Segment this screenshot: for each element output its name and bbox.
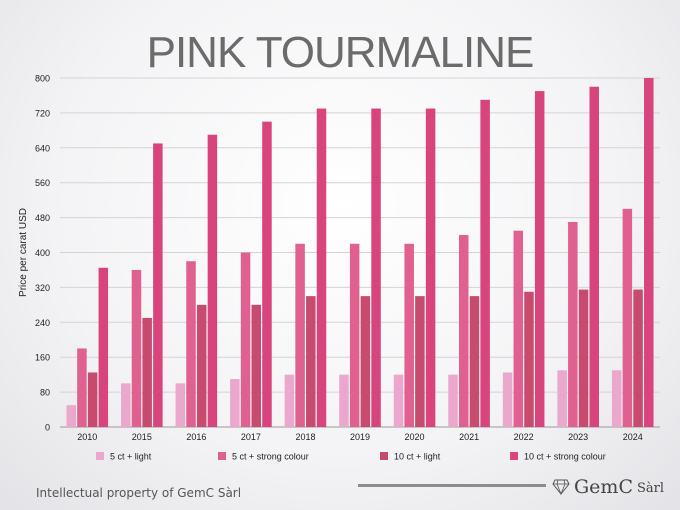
legend-label: 10 ct + strong colour <box>524 452 606 462</box>
bar <box>480 99 490 427</box>
x-tick-label: 2021 <box>459 432 479 442</box>
bar <box>295 243 305 427</box>
bar <box>534 91 545 428</box>
x-tick-label: 2017 <box>241 432 261 442</box>
footer-divider <box>358 484 546 487</box>
logo-name: GemC <box>574 476 633 498</box>
bar <box>87 372 98 427</box>
bar <box>262 121 272 427</box>
bar <box>578 289 589 427</box>
bar <box>98 267 109 427</box>
y-axis-label: Price per carat USD <box>18 208 29 297</box>
bar <box>131 269 142 427</box>
y-tick-label: 480 <box>35 213 50 223</box>
legend-swatch <box>510 452 518 460</box>
y-tick-label: 320 <box>35 283 50 293</box>
bar <box>142 317 152 427</box>
x-tick-label: 2015 <box>132 432 152 442</box>
bar <box>404 243 414 427</box>
bar <box>393 374 404 427</box>
bar <box>121 383 131 427</box>
legend-swatch <box>218 452 226 460</box>
bar <box>306 296 316 427</box>
x-tick-label: 2023 <box>568 432 588 442</box>
x-tick-label: 2016 <box>186 432 206 442</box>
logo-suffix: Sàrl <box>636 481 665 496</box>
bar <box>524 291 534 427</box>
y-tick-label: 160 <box>35 353 50 363</box>
bar <box>458 235 469 427</box>
bar <box>557 370 567 427</box>
x-tick-label: 2022 <box>514 432 534 442</box>
legend-label: 5 ct + strong colour <box>232 452 309 462</box>
y-tick-label: 240 <box>35 318 50 328</box>
x-tick-label: 2019 <box>350 432 370 442</box>
y-tick-label: 800 <box>35 74 50 84</box>
bar <box>513 230 524 427</box>
bar <box>77 348 87 427</box>
bar <box>153 143 163 427</box>
chart-title: PINK TOURMALINE <box>146 28 535 77</box>
y-tick-label: 400 <box>35 248 50 258</box>
bar <box>207 134 218 427</box>
bar <box>502 372 513 427</box>
legend-swatch <box>96 452 104 460</box>
y-tick-label: 720 <box>35 108 50 118</box>
bar <box>316 108 327 427</box>
legend-label: 5 ct + light <box>110 452 152 462</box>
bar <box>66 405 76 427</box>
legend-label: 10 ct + light <box>394 452 441 462</box>
x-tick-label: 2020 <box>405 432 425 442</box>
y-tick-label: 560 <box>35 178 50 188</box>
y-tick-label: 640 <box>35 143 50 153</box>
gemc-logo: GemC Sàrl <box>552 476 664 498</box>
diamond-icon <box>552 479 570 495</box>
x-tick-label: 2024 <box>623 432 643 442</box>
bar <box>186 261 196 427</box>
legend-swatch <box>380 452 388 460</box>
copyright-text: Intellectual property of GemC Sàrl <box>36 486 242 500</box>
y-tick-label: 80 <box>40 388 50 398</box>
bar <box>633 289 643 427</box>
bar <box>568 221 578 427</box>
bar <box>240 252 251 427</box>
bar <box>589 86 599 427</box>
bar <box>196 304 207 427</box>
bar <box>284 374 295 427</box>
bar <box>448 374 458 427</box>
x-tick-label: 2010 <box>77 432 97 442</box>
bar <box>371 108 381 427</box>
bar <box>644 78 654 427</box>
bar <box>230 379 240 427</box>
bar <box>175 383 186 427</box>
bar <box>360 296 371 427</box>
y-tick-label: 0 <box>45 423 50 433</box>
bar <box>622 208 633 427</box>
bar <box>611 370 622 427</box>
bar <box>469 296 480 427</box>
bar <box>349 243 360 427</box>
x-tick-label: 2018 <box>295 432 315 442</box>
bar <box>415 296 425 427</box>
bar <box>339 374 349 427</box>
bar <box>251 304 262 427</box>
bar <box>425 108 436 427</box>
